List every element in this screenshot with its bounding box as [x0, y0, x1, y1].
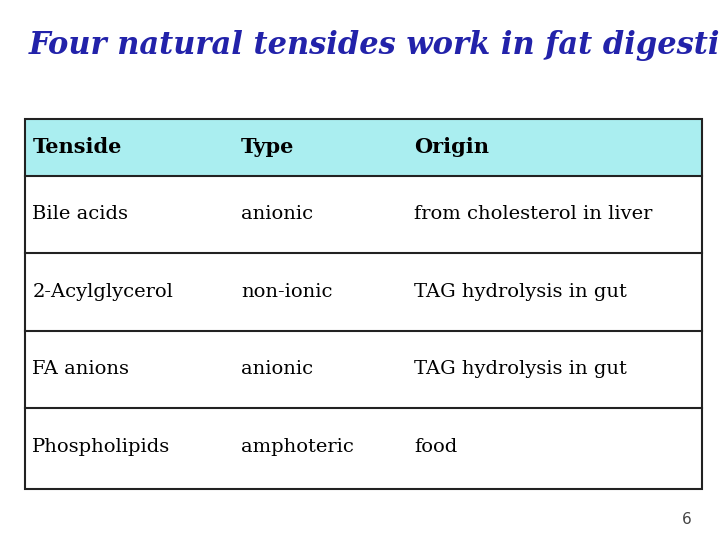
Text: TAG hydrolysis in gut: TAG hydrolysis in gut — [414, 361, 627, 379]
Text: Four natural tensides work in fat digestion: Four natural tensides work in fat digest… — [29, 30, 720, 62]
Text: from cholesterol in liver: from cholesterol in liver — [414, 205, 652, 224]
Text: Origin: Origin — [414, 137, 489, 157]
Text: Tenside: Tenside — [32, 137, 122, 157]
Text: Bile acids: Bile acids — [32, 205, 128, 224]
Text: amphoteric: amphoteric — [241, 438, 354, 456]
Text: non-ionic: non-ionic — [241, 283, 333, 301]
Text: TAG hydrolysis in gut: TAG hydrolysis in gut — [414, 283, 627, 301]
Text: 6: 6 — [681, 511, 691, 526]
Bar — [25, 119, 702, 489]
Text: anionic: anionic — [241, 361, 313, 379]
Bar — [25, 119, 702, 176]
Text: anionic: anionic — [241, 205, 313, 224]
Text: 2-Acylglycerol: 2-Acylglycerol — [32, 283, 174, 301]
Text: Type: Type — [241, 137, 294, 157]
Text: food: food — [414, 438, 457, 456]
Text: FA anions: FA anions — [32, 361, 130, 379]
Text: Phospholipids: Phospholipids — [32, 438, 171, 456]
